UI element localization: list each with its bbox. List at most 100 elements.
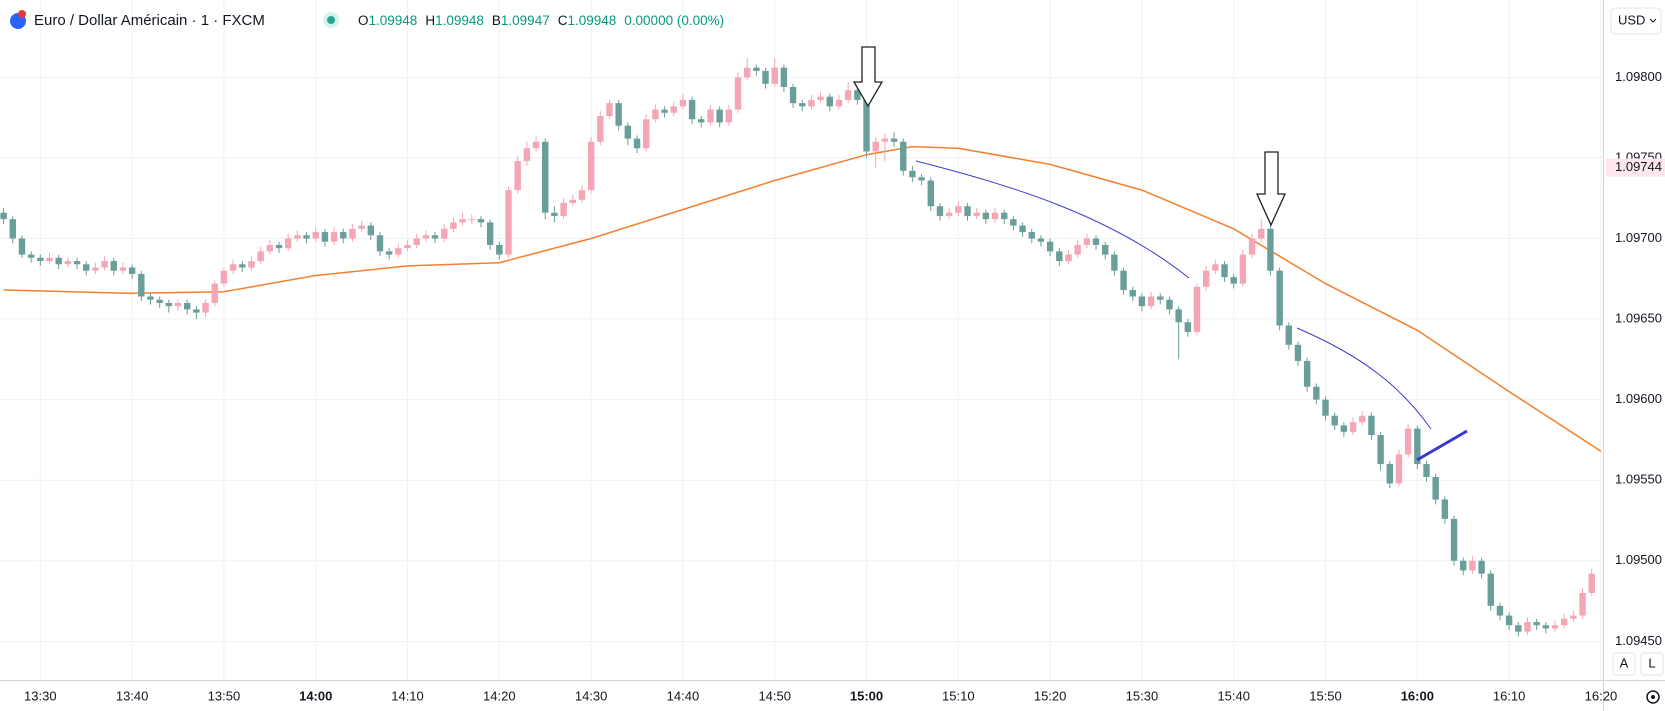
- candle-body: [587, 141, 595, 191]
- candle-body: [780, 67, 788, 88]
- candle-body: [1074, 244, 1081, 255]
- legend-value: 1.09948: [369, 13, 418, 28]
- candle-body: [918, 177, 925, 181]
- candle-body: [1111, 254, 1118, 271]
- candle-body: [202, 302, 209, 313]
- legend-value: 1.09947: [501, 13, 550, 28]
- candle-body: [652, 109, 659, 120]
- candle-body: [799, 103, 806, 107]
- candle-body: [817, 96, 824, 100]
- candle-body: [413, 238, 420, 245]
- drawings: [915, 160, 1468, 462]
- candle-body: [1294, 344, 1302, 361]
- candle-body: [698, 119, 705, 123]
- candle-body: [808, 99, 815, 107]
- candle-body: [1046, 241, 1054, 252]
- ohlc-legend: O1.09948 H1.09948 B1.09947 C1.09948 0.00000 …: [358, 13, 724, 28]
- currency-label[interactable]: USD: [1618, 12, 1645, 27]
- legend-value: 1.09948: [567, 13, 616, 28]
- symbol-icon: [18, 10, 26, 18]
- candle-body: [1019, 225, 1026, 233]
- candle-body: [523, 148, 531, 162]
- currency-button[interactable]: [1610, 7, 1662, 35]
- candle-body: [1157, 296, 1164, 300]
- legend-label: O: [358, 13, 369, 28]
- candle-body: [1037, 238, 1045, 242]
- candle-body: [1221, 264, 1228, 278]
- candle-body: [422, 235, 430, 239]
- candle-body: [1331, 415, 1338, 426]
- candle-body: [578, 190, 586, 200]
- candle-body: [303, 235, 310, 239]
- candle-body: [1570, 615, 1577, 619]
- symbol-title: Euro / Dollar Américain · 1 · FXCM: [34, 12, 265, 29]
- candle-body: [1212, 264, 1219, 271]
- y-tick-label: 1.09500: [1615, 552, 1662, 567]
- drawn-curve: [915, 160, 1190, 279]
- button-label[interactable]: A: [1620, 655, 1629, 670]
- candle-body: [542, 141, 549, 213]
- candle-body: [1478, 560, 1485, 574]
- candle-body: [92, 267, 99, 271]
- candle-body: [18, 238, 26, 255]
- x-tick-label: 15:00: [850, 688, 883, 703]
- candle-body: [312, 232, 319, 239]
- candle-body: [229, 264, 237, 271]
- x-tick-label: 14:50: [758, 688, 791, 703]
- current-price-label: 1.09744: [1615, 159, 1662, 174]
- x-tick-label: 14:10: [391, 688, 424, 703]
- candle-body: [1404, 428, 1412, 455]
- candle-body: [1368, 415, 1375, 436]
- plot-area: [0, 58, 1602, 637]
- candle-body: [1129, 290, 1136, 297]
- candle-body: [1313, 386, 1320, 400]
- header: Euro / Dollar Américain · 1 · FXCM O1.09…: [10, 10, 724, 29]
- candle-body: [844, 90, 852, 100]
- candle-body: [1065, 254, 1072, 262]
- candle-body: [27, 254, 35, 258]
- candle-body: [1175, 309, 1182, 323]
- candle-body: [147, 296, 154, 300]
- y-tick-label: 1.09450: [1615, 633, 1662, 648]
- candle-body: [826, 96, 833, 107]
- candle-body: [597, 116, 604, 142]
- candle-body: [1414, 428, 1421, 465]
- log-scale-button[interactable]: [1640, 652, 1664, 676]
- candle-body: [294, 235, 301, 239]
- candle-body: [1285, 325, 1292, 345]
- candle-body: [1120, 270, 1127, 291]
- settings-icon: [1651, 695, 1655, 699]
- candle-body: [119, 267, 127, 271]
- candle-body: [1423, 464, 1430, 477]
- candle-body: [1450, 518, 1458, 561]
- candle-body: [615, 103, 622, 126]
- settings-icon[interactable]: [1646, 690, 1660, 704]
- candle-body: [101, 261, 108, 268]
- x-tick-label: 15:20: [1034, 688, 1067, 703]
- candle-body: [560, 203, 567, 216]
- candle-body: [1184, 322, 1192, 332]
- candle-body: [37, 257, 44, 262]
- candle-body: [395, 248, 402, 255]
- candle-body: [284, 238, 292, 249]
- candle-body: [55, 257, 62, 265]
- candle-body: [367, 225, 374, 236]
- candle-body: [909, 170, 916, 178]
- auto-scale-button[interactable]: [1612, 652, 1636, 676]
- candle-body: [349, 228, 356, 239]
- candle-body: [1359, 415, 1366, 423]
- x-tick-label: 15:10: [942, 688, 975, 703]
- candle-body: [643, 119, 650, 149]
- candle-body: [496, 244, 503, 255]
- drawn-line: [1416, 429, 1468, 462]
- candle-body: [266, 244, 274, 252]
- candle-body: [1267, 228, 1274, 271]
- candle-body: [762, 70, 769, 84]
- candle-body: [725, 109, 733, 123]
- candle-body: [1239, 254, 1247, 284]
- button-label[interactable]: L: [1648, 655, 1655, 670]
- dropdown-icon: [1649, 18, 1657, 23]
- time-axis: 13:30 13:40 13:50 14:00 14:10 14:20 14:30 14:40…: [24, 688, 1617, 703]
- candle-body: [1092, 238, 1100, 245]
- arrow-marker: [1255, 151, 1287, 227]
